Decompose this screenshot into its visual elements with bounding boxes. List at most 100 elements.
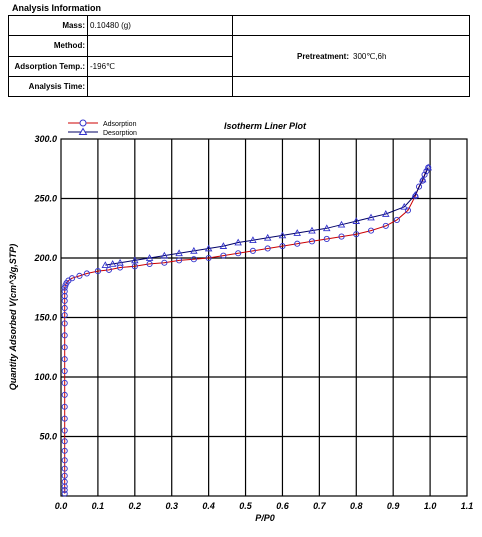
desorption-point — [382, 210, 390, 217]
x-tick-label: 0.3 — [165, 501, 178, 511]
adsorption-point — [249, 247, 256, 254]
adsorption-point — [393, 216, 400, 223]
desorption-point — [219, 242, 228, 249]
section-title: Analysis Information — [12, 3, 102, 13]
desorption-point — [308, 226, 316, 234]
adsorption-point — [61, 486, 68, 494]
x-tick-label: 0.8 — [350, 501, 363, 511]
adsorption-point — [323, 235, 330, 243]
adsorption-point — [94, 268, 101, 275]
desorption-point — [278, 231, 287, 239]
adsorption-point — [61, 415, 68, 422]
desorption-point — [108, 260, 117, 267]
x-tick-label: 0.2 — [129, 501, 142, 511]
plot-area — [61, 163, 433, 497]
adsorption-point — [338, 233, 345, 240]
desorption-point — [116, 258, 124, 266]
adsorption-point — [205, 254, 212, 262]
chart-title: Isotherm Liner Plot — [224, 121, 307, 131]
desorption-point — [145, 254, 154, 261]
adsorption-point — [61, 288, 68, 295]
desorption-point — [160, 251, 169, 259]
adsorption-point — [105, 266, 113, 273]
desorption-point — [101, 261, 110, 268]
adsorption-point — [404, 207, 411, 214]
legend-adsorption-label: Adsorption — [103, 121, 137, 128]
desorption-point — [322, 224, 331, 232]
adsorption-point — [308, 238, 316, 245]
y-tick-label: 250.0 — [33, 194, 57, 204]
x-tick-label: 0.4 — [202, 501, 215, 511]
desorption-point — [204, 244, 213, 252]
desorption-line — [105, 167, 429, 266]
desorption-point — [263, 233, 272, 241]
legend: Adsorption Desorption — [68, 119, 137, 137]
desorption-point — [175, 249, 183, 257]
desorption-point — [234, 238, 242, 246]
adsorption-point — [146, 260, 153, 268]
desorption-point — [418, 175, 427, 183]
adsorption-point — [61, 356, 68, 363]
adsorption-point — [421, 171, 428, 178]
adsorption-point — [264, 245, 271, 252]
grid — [60, 138, 468, 497]
desorption-point — [190, 246, 198, 254]
adsorption-point — [294, 240, 301, 247]
adsorption-point — [61, 478, 68, 485]
adsorption-point — [61, 344, 68, 351]
x-tick-label: 0.6 — [276, 501, 290, 511]
adsorption-point — [61, 490, 68, 497]
desorption-point — [411, 191, 420, 198]
y-tick-label: 100.0 — [34, 372, 57, 382]
y-axis-label: Quantity Adsorbed V(cm^3/g,STP) — [8, 244, 18, 390]
adsorption-point — [415, 183, 423, 190]
adsorption-point — [76, 272, 83, 279]
desorption-point — [400, 202, 409, 210]
blank-cell — [232, 14, 470, 37]
adsorption-point — [61, 472, 68, 479]
x-tick-label: 1.1 — [461, 501, 474, 511]
x-tick-label: 1.0 — [424, 501, 437, 511]
adsorption-point — [69, 275, 76, 282]
x-tick-label: 0.1 — [92, 501, 105, 511]
adsorption-point — [220, 252, 227, 259]
adsorption-point — [61, 312, 68, 319]
desorption-point — [293, 229, 301, 236]
adsorption-point — [235, 250, 242, 257]
adsorption-point — [61, 379, 68, 387]
adsorption-point — [61, 465, 68, 472]
adsorption-point — [176, 257, 183, 264]
adsorption-point — [61, 367, 68, 375]
adsorption-point — [61, 457, 68, 464]
adsorption-point — [61, 438, 68, 445]
adsorption-point — [61, 427, 68, 434]
desorption-point — [131, 256, 139, 264]
x-tick-label: 0.9 — [387, 501, 400, 511]
adsorption-point — [353, 231, 360, 238]
analysis-info-table: Mass: 0.10480 (g) Method: Pretreatment: … — [8, 14, 470, 98]
adsorption-point — [279, 243, 286, 250]
x-tick-label: 0.0 — [55, 501, 68, 511]
desorption-point — [249, 236, 257, 244]
legend-desorption-label: Desorption — [103, 130, 137, 137]
adsorption-point — [61, 320, 68, 327]
adsorption-point — [61, 304, 68, 312]
adsorption-point — [83, 270, 90, 277]
x-axis-label: P/P0 — [255, 513, 275, 523]
blank-cell — [232, 75, 470, 98]
y-tick-label: 50.0 — [39, 432, 57, 442]
x-tick-label: 0.5 — [239, 501, 253, 511]
adsorption-point — [190, 256, 197, 263]
adsorption-point — [61, 403, 68, 410]
adsorption-point — [61, 447, 68, 454]
adsorption-point — [382, 222, 389, 229]
desorption-point — [367, 213, 375, 221]
x-tick-label: 0.7 — [313, 501, 327, 511]
adsorption-point — [161, 259, 168, 266]
adsorption-point — [131, 263, 138, 270]
y-tick-label: 300.0 — [34, 134, 57, 144]
pretreatment-label: Pretreatment: — [232, 35, 351, 77]
y-tick-label: 200.0 — [33, 253, 57, 263]
legend-desorption-marker — [78, 127, 88, 135]
